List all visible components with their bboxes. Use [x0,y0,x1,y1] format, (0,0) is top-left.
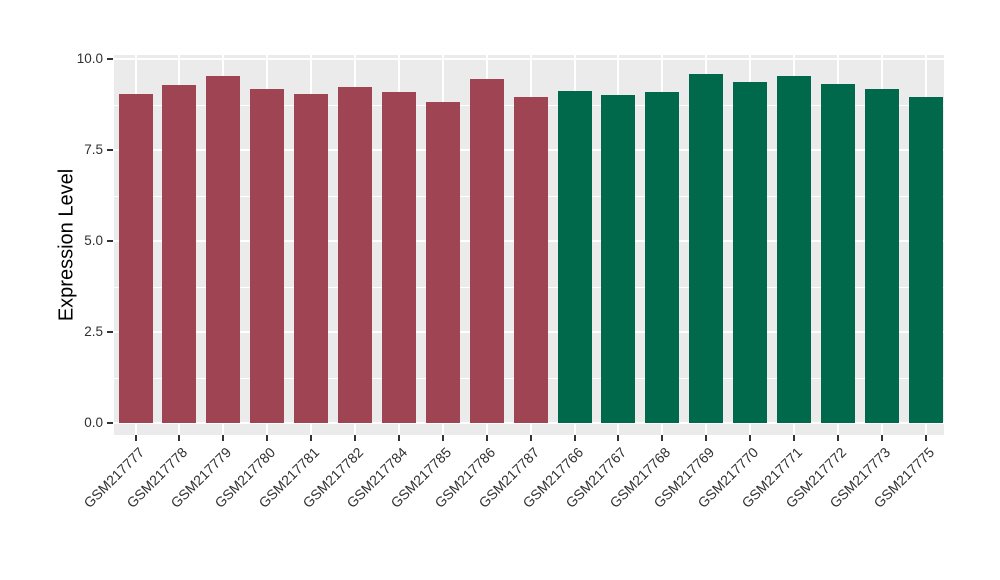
bar [381,92,416,423]
bar [206,76,241,423]
x-axis-tick [178,435,181,441]
bar [908,96,943,423]
y-tick-label: 7.5 [84,142,103,157]
x-axis-tick [310,435,313,441]
x-axis-tick [573,435,576,441]
x-axis-tick [661,435,664,441]
y-tick-label: 2.5 [84,324,103,339]
h-gridline-major [114,58,944,60]
h-gridline-major [114,422,944,424]
bar [689,74,724,423]
bar [118,94,153,423]
x-axis-tick [924,435,927,441]
y-tick-label: 0.0 [84,415,103,430]
x-axis-tick [705,435,708,441]
x-axis-tick [529,435,532,441]
x-axis-tick [793,435,795,441]
y-tick-label: 5.0 [84,233,103,248]
bar [513,96,548,423]
x-axis-tick [354,435,356,441]
bar [557,91,592,423]
bar [645,91,680,423]
x-axis-tick [485,435,488,441]
y-axis-tick [107,331,113,333]
bar [733,81,768,423]
bar [338,86,372,423]
y-axis-tick [107,58,113,60]
plot-area [114,55,944,435]
x-axis-tick [222,435,225,441]
bar [425,101,460,423]
x-axis-tick [617,435,620,441]
x-axis-tick [134,435,137,441]
x-axis-tick [266,435,269,441]
bar [820,84,855,423]
x-axis-tick [836,435,839,441]
y-tick-label: 10.0 [76,51,103,66]
bar [777,76,811,423]
bar [864,88,899,423]
bar [250,88,285,423]
y-axis-tick [107,422,113,424]
bar [294,94,329,423]
y-axis-tick [107,149,113,151]
bar [601,95,636,423]
bar [162,84,197,423]
x-axis-tick [880,435,883,441]
x-axis-tick [441,435,444,441]
bar [469,78,504,423]
x-axis-tick [749,435,752,441]
x-axis-tick [397,435,400,441]
y-axis-tick [107,240,113,242]
